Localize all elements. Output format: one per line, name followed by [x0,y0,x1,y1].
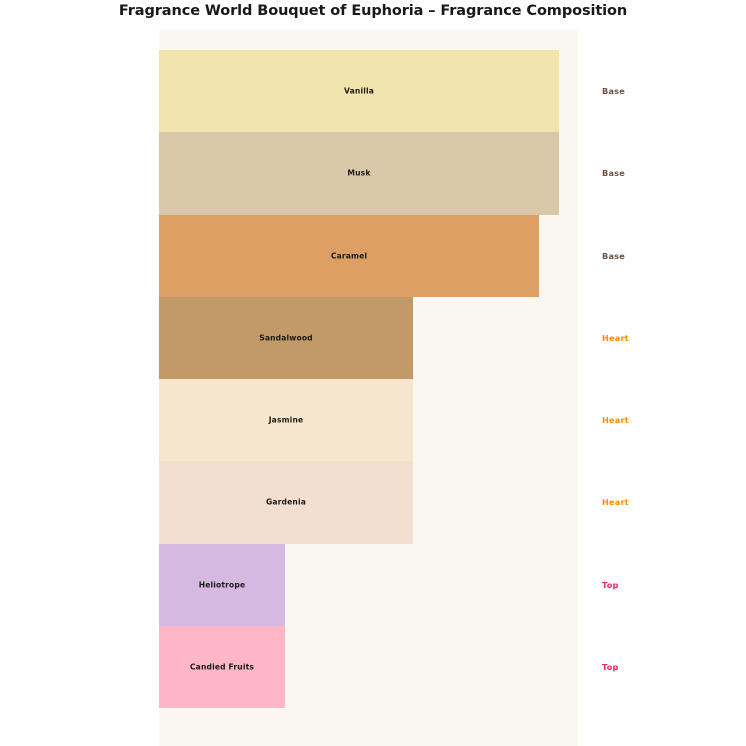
note-row: Top [602,626,619,708]
note-row: Heart [602,297,629,379]
bar-segment[interactable] [159,625,285,708]
bar-row: Sandalwood [159,296,579,379]
bar-segment[interactable] [159,214,539,297]
note-label-top: Top [602,661,619,672]
note-row: Top [602,544,619,626]
note-label-base: Base [602,86,625,97]
bar-segment[interactable] [159,543,285,626]
note-label-heart: Heart [602,332,629,343]
note-row: Heart [602,379,629,461]
bar-segment[interactable] [159,50,559,133]
bar-row: Musk [159,132,579,215]
bar-segment[interactable] [159,379,413,462]
note-row: Base [602,50,625,132]
bar-segment[interactable] [159,132,559,215]
note-labels-layer: Base Base Base Heart Heart Heart Top Top [0,50,746,708]
bar-row: Jasmine [159,379,579,462]
bar-row: Vanilla [159,50,579,133]
note-label-base: Base [602,250,625,261]
note-label-top: Top [602,579,619,590]
note-row: Heart [602,461,629,543]
chart-title: Fragrance World Bouquet of Euphoria – Fr… [118,3,628,19]
note-label-heart: Heart [602,497,629,508]
bar-segment[interactable] [159,296,413,379]
note-label-heart: Heart [602,415,629,426]
bar-segment[interactable] [159,461,413,544]
note-label-base: Base [602,168,625,179]
note-row: Base [602,215,625,297]
note-row: Base [602,132,625,214]
